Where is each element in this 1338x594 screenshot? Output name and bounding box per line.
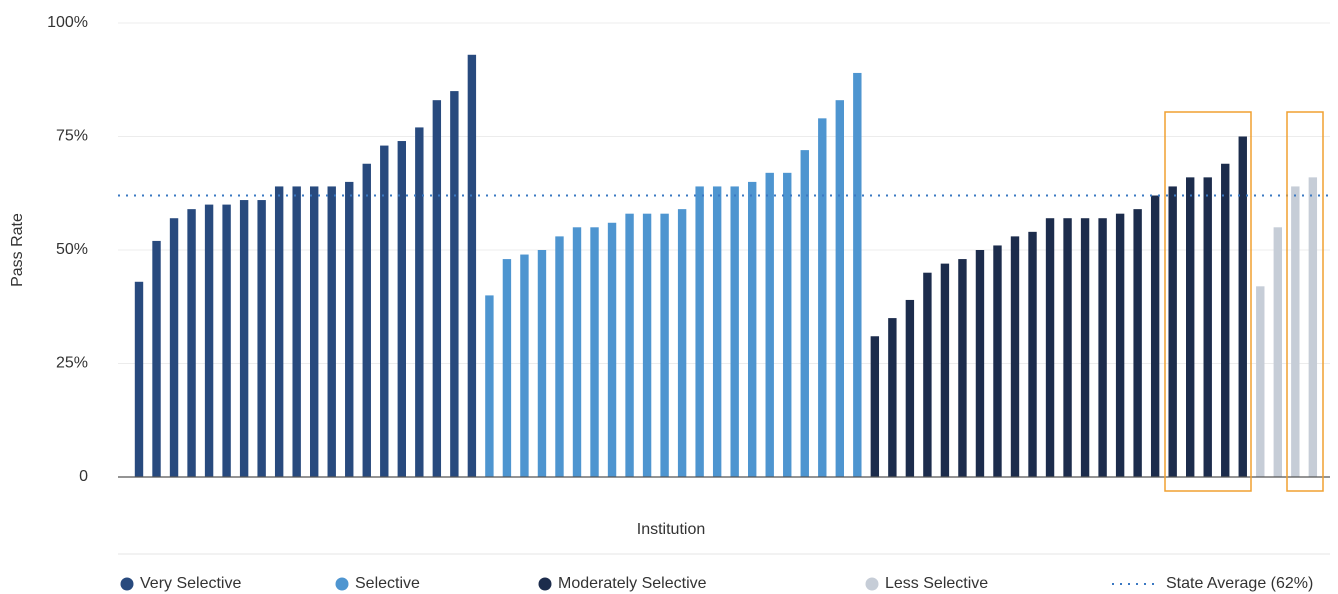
- bar: [239, 200, 249, 477]
- legend-swatch: [538, 577, 552, 591]
- bar: [1028, 231, 1037, 477]
- bar: [993, 245, 1002, 477]
- bar: [642, 213, 652, 477]
- bar: [187, 209, 196, 477]
- x-axis-label: Institution: [637, 521, 705, 538]
- highlight-box: [1164, 111, 1252, 492]
- bar: [748, 181, 757, 477]
- bar: [1256, 286, 1265, 477]
- bar: [1168, 186, 1177, 477]
- bar: [835, 100, 844, 478]
- bar: [169, 218, 179, 477]
- bar: [1133, 209, 1142, 477]
- bar: [1063, 218, 1072, 477]
- bar: [975, 250, 985, 477]
- bar: [274, 186, 284, 477]
- y-axis-label: Pass Rate: [9, 213, 26, 287]
- bar: [590, 227, 599, 477]
- bar: [923, 272, 932, 477]
- highlight-box: [1286, 111, 1324, 492]
- bar: [257, 200, 266, 477]
- bar: [450, 91, 459, 477]
- bar: [1045, 218, 1055, 477]
- bar: [677, 209, 687, 477]
- bar: [380, 145, 389, 477]
- legend-label: State Average (62%): [1166, 575, 1313, 592]
- bar: [1273, 227, 1282, 477]
- bar: [432, 100, 442, 478]
- bar: [222, 204, 231, 477]
- bar: [1203, 177, 1212, 478]
- bar: [1010, 236, 1020, 477]
- bar: [485, 295, 494, 477]
- bar: [660, 213, 669, 477]
- y-tick-label: 25%: [56, 355, 88, 372]
- bar: [1221, 163, 1230, 478]
- y-tick-label: 100%: [47, 14, 88, 31]
- bar: [870, 336, 880, 477]
- bar: [940, 263, 950, 477]
- bar: [958, 259, 967, 477]
- bar: [362, 163, 371, 478]
- legend-label: Very Selective: [140, 575, 241, 592]
- bar: [783, 172, 792, 477]
- bar: [292, 186, 301, 477]
- bar: [1238, 136, 1247, 477]
- bar: [555, 236, 564, 477]
- legend-label: Moderately Selective: [558, 575, 707, 592]
- bar: [520, 254, 529, 477]
- bar: [712, 186, 722, 477]
- bar: [905, 299, 915, 477]
- bar: [1308, 177, 1318, 478]
- bar: [345, 181, 354, 477]
- bar: [134, 281, 144, 477]
- bar: [397, 141, 406, 478]
- bar: [818, 118, 827, 477]
- bar: [572, 227, 582, 477]
- bar: [204, 204, 214, 477]
- legend-label: Less Selective: [885, 575, 988, 592]
- bar: [502, 259, 512, 477]
- plot-area: 0 25% 50% 75% 100%: [47, 14, 1330, 485]
- bar: [625, 213, 634, 477]
- legend-swatch: [335, 577, 349, 591]
- bar: [1291, 186, 1300, 477]
- bar: [730, 186, 739, 477]
- bar: [1080, 218, 1090, 477]
- y-tick-label: 0: [79, 468, 88, 485]
- bar: [1150, 195, 1160, 477]
- bar: [327, 186, 336, 477]
- bar: [888, 318, 897, 477]
- bar: [1115, 213, 1125, 477]
- bar: [537, 250, 547, 477]
- legend-label: Selective: [355, 575, 420, 592]
- bar: [853, 72, 862, 477]
- bar: [415, 127, 424, 478]
- legend-swatch: [865, 577, 879, 591]
- bar: [1098, 218, 1107, 477]
- bar: [695, 186, 704, 477]
- bar: [467, 54, 477, 477]
- y-tick-label: 50%: [56, 241, 88, 258]
- y-tick-label: 75%: [56, 128, 88, 145]
- bar: [1186, 177, 1195, 478]
- bar: [152, 240, 161, 477]
- bar: [765, 172, 774, 477]
- bar: [800, 150, 809, 477]
- legend-swatch: [120, 577, 134, 591]
- bar: [310, 186, 319, 477]
- bar: [607, 222, 617, 477]
